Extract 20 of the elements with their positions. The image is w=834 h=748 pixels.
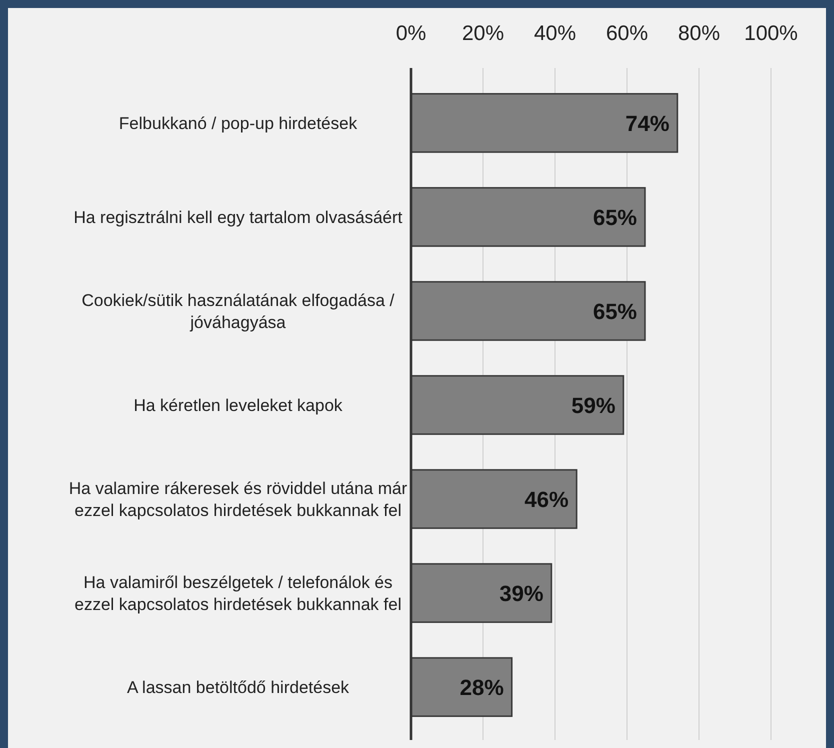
- x-tick-label: 100%: [744, 22, 798, 45]
- data-label: 65%: [592, 204, 637, 230]
- data-label: 28%: [460, 675, 504, 700]
- y-tick-label: Ha kéretlen leveleket kapok: [134, 396, 343, 415]
- x-tick-label: 40%: [534, 22, 576, 45]
- y-tick-label: Ha regisztrálni kell egy tartalom olvasásáért: [74, 208, 403, 227]
- y-tick-label: A lassan betöltődő hirdetések: [126, 678, 350, 698]
- y-tick-label: Ha valamire rákeresek és röviddel utána már ezzel kapcsolatos hirdetések bukkannak fel: [68, 479, 408, 520]
- data-label: 59%: [571, 393, 616, 418]
- x-tick-label: 80%: [678, 22, 720, 45]
- x-tick-label: 0%: [396, 22, 426, 45]
- data-label: 74%: [625, 110, 670, 136]
- y-tick-label: Felbukkanó / pop-up hirdetések: [118, 114, 358, 133]
- x-tick-label: 20%: [462, 22, 504, 45]
- x-tick-label: 60%: [606, 22, 648, 45]
- y-tick-label: Cookiek/sütik használatának elfogadása / jóváhagyása: [82, 290, 395, 332]
- data-label: 65%: [592, 298, 637, 324]
- data-label: 39%: [499, 581, 544, 606]
- y-tick-label: Ha valamiről beszélgetek / telefonálok és ezzel kapcsolatos hirdetések bukkannak fel: [74, 573, 402, 614]
- data-label: 46%: [524, 487, 569, 512]
